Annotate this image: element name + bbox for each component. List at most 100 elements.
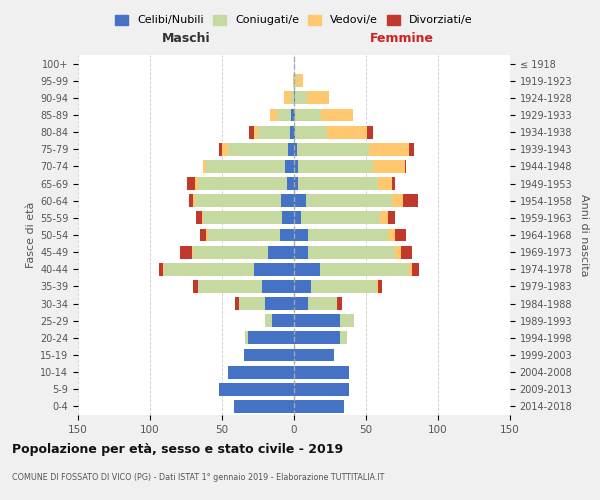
Bar [308,246,395,258]
Bar [294,332,340,344]
Bar [294,400,344,413]
Bar [239,297,265,310]
Bar [405,160,406,173]
Bar [269,108,277,122]
Bar [200,228,206,241]
Bar [281,194,294,207]
Bar [392,177,395,190]
Bar [377,177,392,190]
Bar [194,194,281,207]
Bar [367,126,373,138]
Bar [395,228,406,241]
Bar [307,92,329,104]
Bar [295,126,327,138]
Bar [206,160,286,173]
Bar [254,126,258,138]
Bar [308,228,388,241]
Bar [180,246,192,258]
Bar [403,194,418,207]
Bar [294,366,349,378]
Bar [294,194,305,207]
Bar [244,348,294,362]
Bar [294,92,295,104]
Bar [294,177,298,190]
Bar [219,383,294,396]
Bar [412,263,419,276]
Bar [294,263,320,276]
Bar [219,143,222,156]
Bar [409,263,412,276]
Bar [202,212,203,224]
Bar [222,143,228,156]
Bar [294,108,295,122]
Bar [388,212,395,224]
Y-axis label: Anni di nascita: Anni di nascita [579,194,589,276]
Bar [294,348,334,362]
Bar [283,212,294,224]
Bar [308,297,337,310]
Text: Maschi: Maschi [161,32,211,44]
Bar [287,177,294,190]
Bar [208,228,280,241]
Bar [380,212,388,224]
Bar [377,280,382,293]
Bar [340,314,355,327]
Bar [311,280,376,293]
Text: Femmine: Femmine [370,32,434,44]
Bar [164,263,254,276]
Bar [298,160,373,173]
Bar [294,212,301,224]
Bar [262,280,294,293]
Bar [295,92,307,104]
Bar [294,383,349,396]
Bar [294,143,297,156]
Bar [409,143,413,156]
Bar [250,126,254,138]
Bar [197,177,287,190]
Bar [294,57,295,70]
Bar [294,246,308,258]
Bar [277,108,291,122]
Bar [298,177,377,190]
Bar [293,74,294,87]
Bar [194,177,197,190]
Bar [233,400,294,413]
Bar [245,332,248,344]
Bar [288,143,294,156]
Bar [337,297,341,310]
Bar [280,228,294,241]
Legend: Celibi/Nubili, Coniugati/e, Vedovi/e, Divorziati/e: Celibi/Nubili, Coniugati/e, Vedovi/e, Di… [111,10,477,30]
Bar [294,160,298,173]
Bar [297,143,369,156]
Bar [291,92,294,104]
Bar [294,74,297,87]
Bar [301,212,380,224]
Bar [158,263,163,276]
Bar [206,228,208,241]
Bar [291,108,294,122]
Bar [340,332,347,344]
Bar [294,297,308,310]
Bar [254,263,294,276]
Bar [290,126,294,138]
Bar [163,263,164,276]
Bar [294,126,295,138]
Bar [193,194,194,207]
Bar [265,314,272,327]
Bar [228,366,294,378]
Bar [235,297,239,310]
Bar [294,228,308,241]
Bar [248,332,294,344]
Bar [189,194,193,207]
Bar [294,314,340,327]
Bar [193,280,197,293]
Bar [187,177,194,190]
Bar [376,280,377,293]
Bar [193,246,268,258]
Bar [373,160,405,173]
Bar [395,246,401,258]
Bar [401,246,412,258]
Bar [369,143,409,156]
Text: Popolazione per età, sesso e stato civile - 2019: Popolazione per età, sesso e stato civil… [12,442,343,456]
Bar [203,160,206,173]
